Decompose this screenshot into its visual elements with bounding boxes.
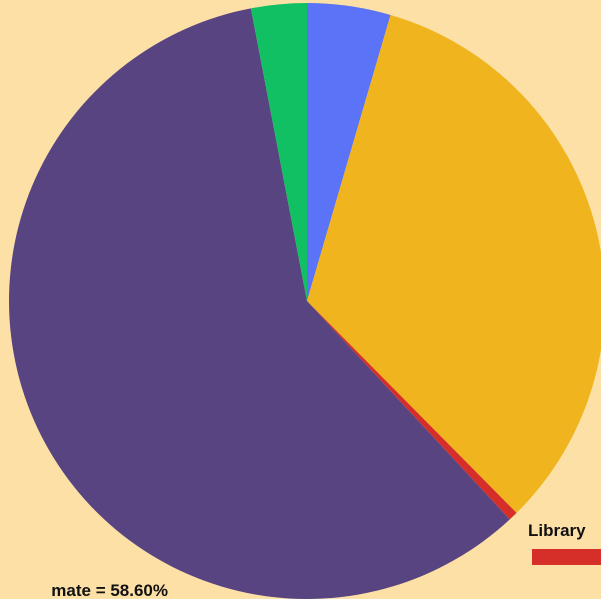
legend-swatch-library xyxy=(532,549,601,565)
slice-label-3: mate = 58.60% xyxy=(51,581,168,599)
pie-slice-4 xyxy=(250,3,307,301)
pie-slice-3 xyxy=(9,8,510,599)
pie-labels: Library mate = 58.60% xyxy=(51,521,601,599)
slice-label-library: Library xyxy=(528,521,586,540)
pie-slice-library xyxy=(307,301,517,520)
pie-slice-0 xyxy=(307,3,391,301)
pie-slices xyxy=(9,3,601,599)
pie-slice-1 xyxy=(307,14,601,513)
